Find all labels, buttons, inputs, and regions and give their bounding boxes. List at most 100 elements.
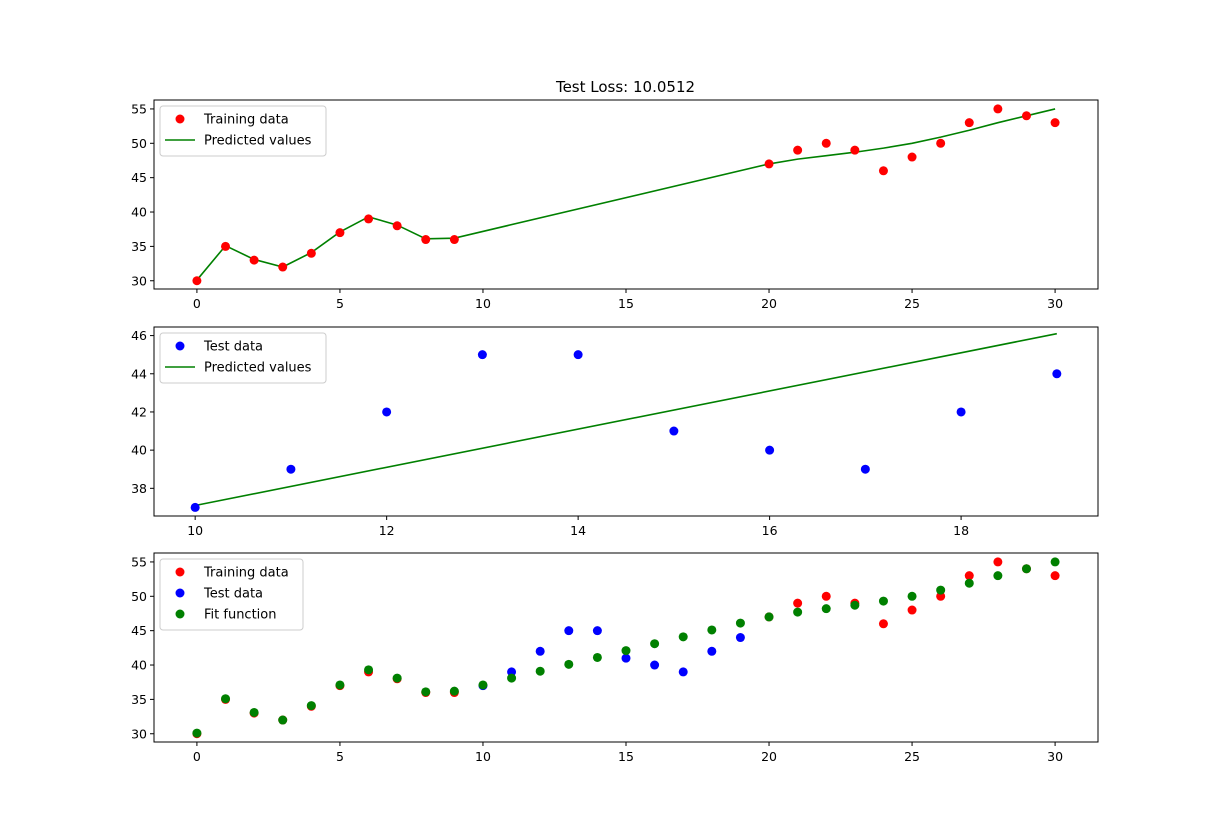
legend-label: Fit function xyxy=(204,608,276,623)
data-point-2 xyxy=(993,571,1003,581)
data-point-0 xyxy=(249,255,259,265)
data-point-2 xyxy=(421,687,431,697)
x-tick-label: 0 xyxy=(193,749,201,764)
x-tick-label: 20 xyxy=(761,749,777,764)
data-point-2 xyxy=(878,596,888,606)
y-tick-label: 35 xyxy=(131,692,147,707)
x-tick-label: 16 xyxy=(762,523,778,538)
data-point-0 xyxy=(364,214,374,224)
data-point-2 xyxy=(364,665,374,675)
legend-label: Test data xyxy=(203,587,263,602)
y-tick-label: 45 xyxy=(131,170,147,185)
y-tick-label: 40 xyxy=(131,443,147,458)
data-point-0 xyxy=(850,145,860,155)
data-point-1 xyxy=(564,626,574,636)
data-point-0 xyxy=(286,464,296,474)
legend-marker-swatch xyxy=(175,114,185,124)
data-point-2 xyxy=(335,680,345,690)
data-point-2 xyxy=(936,585,946,595)
x-tick-label: 15 xyxy=(618,749,634,764)
y-tick-label: 30 xyxy=(131,726,147,741)
data-point-1 xyxy=(621,653,631,663)
data-point-2 xyxy=(564,659,574,669)
data-point-1 xyxy=(735,633,745,643)
data-point-1 xyxy=(678,667,688,677)
y-tick-label: 50 xyxy=(131,589,147,604)
x-tick-label: 30 xyxy=(1047,296,1063,311)
data-point-0 xyxy=(669,426,679,436)
legend: Training data Test data Fit function xyxy=(159,558,304,631)
data-point-0 xyxy=(278,262,288,272)
data-point-0 xyxy=(573,350,583,360)
data-point-2 xyxy=(507,673,517,683)
data-point-2 xyxy=(793,607,803,617)
chart-title: Test Loss: 10.0512 xyxy=(555,78,695,96)
x-tick-label: 10 xyxy=(187,523,203,538)
data-point-2 xyxy=(678,632,688,642)
series-line-1 xyxy=(195,332,1057,507)
legend-label: Predicted values xyxy=(204,361,312,376)
data-point-0 xyxy=(907,605,917,615)
data-point-0 xyxy=(878,166,888,176)
data-point-0 xyxy=(382,407,392,417)
data-point-0 xyxy=(1052,369,1062,379)
data-point-2 xyxy=(478,680,488,690)
data-point-0 xyxy=(1050,118,1060,128)
data-point-2 xyxy=(392,673,402,683)
data-point-0 xyxy=(964,118,974,128)
data-point-2 xyxy=(735,618,745,628)
data-point-0 xyxy=(1050,571,1060,581)
data-point-0 xyxy=(221,241,231,251)
legend-marker-swatch xyxy=(175,609,185,619)
data-point-0 xyxy=(192,276,202,286)
y-tick-label: 46 xyxy=(131,328,147,343)
data-point-2 xyxy=(850,600,860,610)
legend-box xyxy=(159,558,304,631)
data-point-2 xyxy=(1050,557,1060,567)
data-point-2 xyxy=(535,666,545,676)
y-tick-label: 38 xyxy=(131,481,147,496)
y-tick-label: 45 xyxy=(131,623,147,638)
x-tick-label: 5 xyxy=(336,296,344,311)
subplot-training: 0 5 10 15 20 25 30 30 35 40 45 50 55 Training data Pre… xyxy=(131,99,1099,311)
data-point-0 xyxy=(821,138,831,148)
data-point-2 xyxy=(249,707,259,717)
data-point-0 xyxy=(392,221,402,231)
data-point-0 xyxy=(956,407,966,417)
y-tick-label: 30 xyxy=(131,273,147,288)
data-point-0 xyxy=(477,350,487,360)
data-point-0 xyxy=(1021,111,1031,121)
data-point-2 xyxy=(1021,564,1031,574)
data-point-0 xyxy=(936,138,946,148)
x-tick-label: 25 xyxy=(904,296,920,311)
data-point-0 xyxy=(860,464,870,474)
axes-frame xyxy=(153,326,1099,517)
data-point-0 xyxy=(964,571,974,581)
data-point-2 xyxy=(449,686,459,696)
data-point-2 xyxy=(192,728,202,738)
data-point-0 xyxy=(449,235,459,245)
data-point-0 xyxy=(821,591,831,601)
legend-box xyxy=(159,105,327,157)
data-point-2 xyxy=(221,694,231,704)
x-tick-label: 14 xyxy=(570,523,586,538)
x-tick-label: 30 xyxy=(1047,749,1063,764)
data-point-2 xyxy=(907,591,917,601)
data-point-0 xyxy=(421,235,431,245)
legend-marker-swatch xyxy=(175,567,185,577)
x-tick-label: 5 xyxy=(336,749,344,764)
data-point-0 xyxy=(936,591,946,601)
data-point-0 xyxy=(764,159,774,169)
legend-box xyxy=(159,332,327,384)
legend-marker-swatch xyxy=(175,588,185,598)
x-tick-label: 12 xyxy=(379,523,395,538)
data-point-0 xyxy=(993,557,1003,567)
data-point-0 xyxy=(793,598,803,608)
y-tick-label: 35 xyxy=(131,239,147,254)
y-tick-label: 44 xyxy=(131,366,147,381)
data-point-1 xyxy=(507,667,517,677)
legend-label: Predicted values xyxy=(204,134,312,149)
subplot-fit: 0 5 10 15 20 25 30 30 35 40 45 50 55 Training data Tes… xyxy=(131,552,1099,764)
legend-label: Training data xyxy=(203,113,289,128)
y-tick-label: 42 xyxy=(131,404,147,419)
